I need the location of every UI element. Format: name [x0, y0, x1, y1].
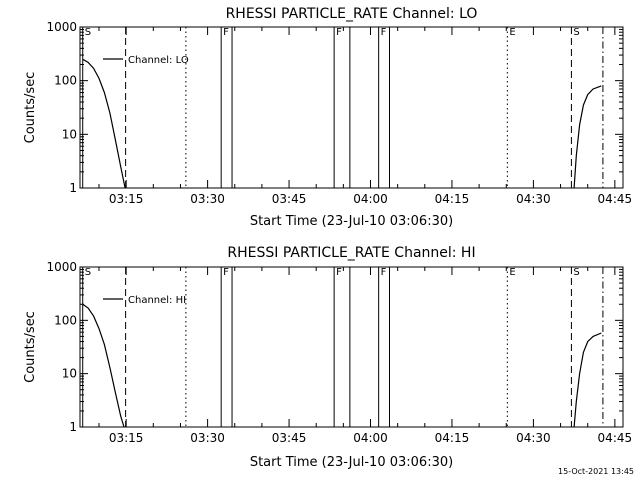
series-line-segment: [573, 332, 602, 428]
y-tick-label: 10: [62, 127, 77, 141]
x-tick-label: 04:30: [516, 192, 551, 206]
chart-panel-hi: RHESSI PARTICLE_RATE Channel: HI S F F F E S 03…: [23, 245, 632, 470]
y-tick-label: 1: [69, 181, 77, 195]
footer-timestamp: 15-Oct-2021 13:45: [558, 467, 634, 476]
x-axis-label: Start Time (23-Jul-10 03:06:30): [250, 214, 453, 229]
chart-title: RHESSI PARTICLE_RATE Channel: HI: [227, 245, 475, 261]
y-axis-label: Counts/sec: [23, 311, 38, 383]
event-marker-label: F: [381, 27, 387, 38]
x-tick-label: 03:15: [109, 431, 144, 445]
y-tick-label: 100: [54, 313, 77, 327]
event-marker-label: F: [336, 27, 342, 38]
x-tick-label: 03:45: [272, 192, 307, 206]
chart-panel-lo: RHESSI PARTICLE_RATE Channel: LO S F F F E S 03…: [23, 6, 632, 229]
event-marker-label: F: [336, 267, 342, 278]
event-marker-label: F: [223, 267, 229, 278]
x-tick-label: 03:45: [272, 431, 307, 445]
y-tick-label: 10: [62, 367, 77, 381]
plot-frame: [79, 266, 624, 428]
x-tick-label: 04:15: [435, 431, 470, 445]
event-marker-label: S: [573, 267, 579, 278]
x-tick-label: 04:00: [353, 192, 388, 206]
x-tick-label: 04:45: [598, 192, 633, 206]
y-tick-label: 100: [54, 74, 77, 88]
y-tick-label: 1000: [46, 20, 77, 34]
series-line-segment: [82, 58, 126, 189]
x-tick-label: 04:00: [353, 431, 388, 445]
x-tick-label: 03:30: [190, 192, 225, 206]
x-tick-label: 04:15: [435, 192, 470, 206]
plot-frame: [79, 26, 624, 189]
x-tick-label: 04:45: [598, 431, 633, 445]
event-marker-label: S: [573, 27, 579, 38]
y-tick-label: 1000: [46, 260, 77, 274]
y-axis-label: Counts/sec: [23, 72, 38, 144]
event-marker-label: S: [85, 267, 91, 278]
event-marker-label: F: [381, 267, 387, 278]
series-line-segment: [573, 85, 602, 189]
chart-title: RHESSI PARTICLE_RATE Channel: LO: [226, 6, 478, 22]
event-marker-label: E: [509, 27, 515, 38]
y-tick-label: 1: [69, 420, 77, 434]
series-line-segment: [82, 303, 125, 428]
legend-label: Channel: LO: [128, 55, 189, 66]
legend-label: Channel: HI: [128, 295, 186, 306]
event-marker-label: F: [223, 27, 229, 38]
x-tick-label: 03:15: [109, 192, 144, 206]
x-tick-label: 03:30: [190, 431, 225, 445]
x-tick-label: 04:30: [516, 431, 551, 445]
event-marker-label: E: [509, 267, 515, 278]
event-marker-label: S: [85, 27, 91, 38]
x-axis-label: Start Time (23-Jul-10 03:06:30): [250, 455, 453, 470]
